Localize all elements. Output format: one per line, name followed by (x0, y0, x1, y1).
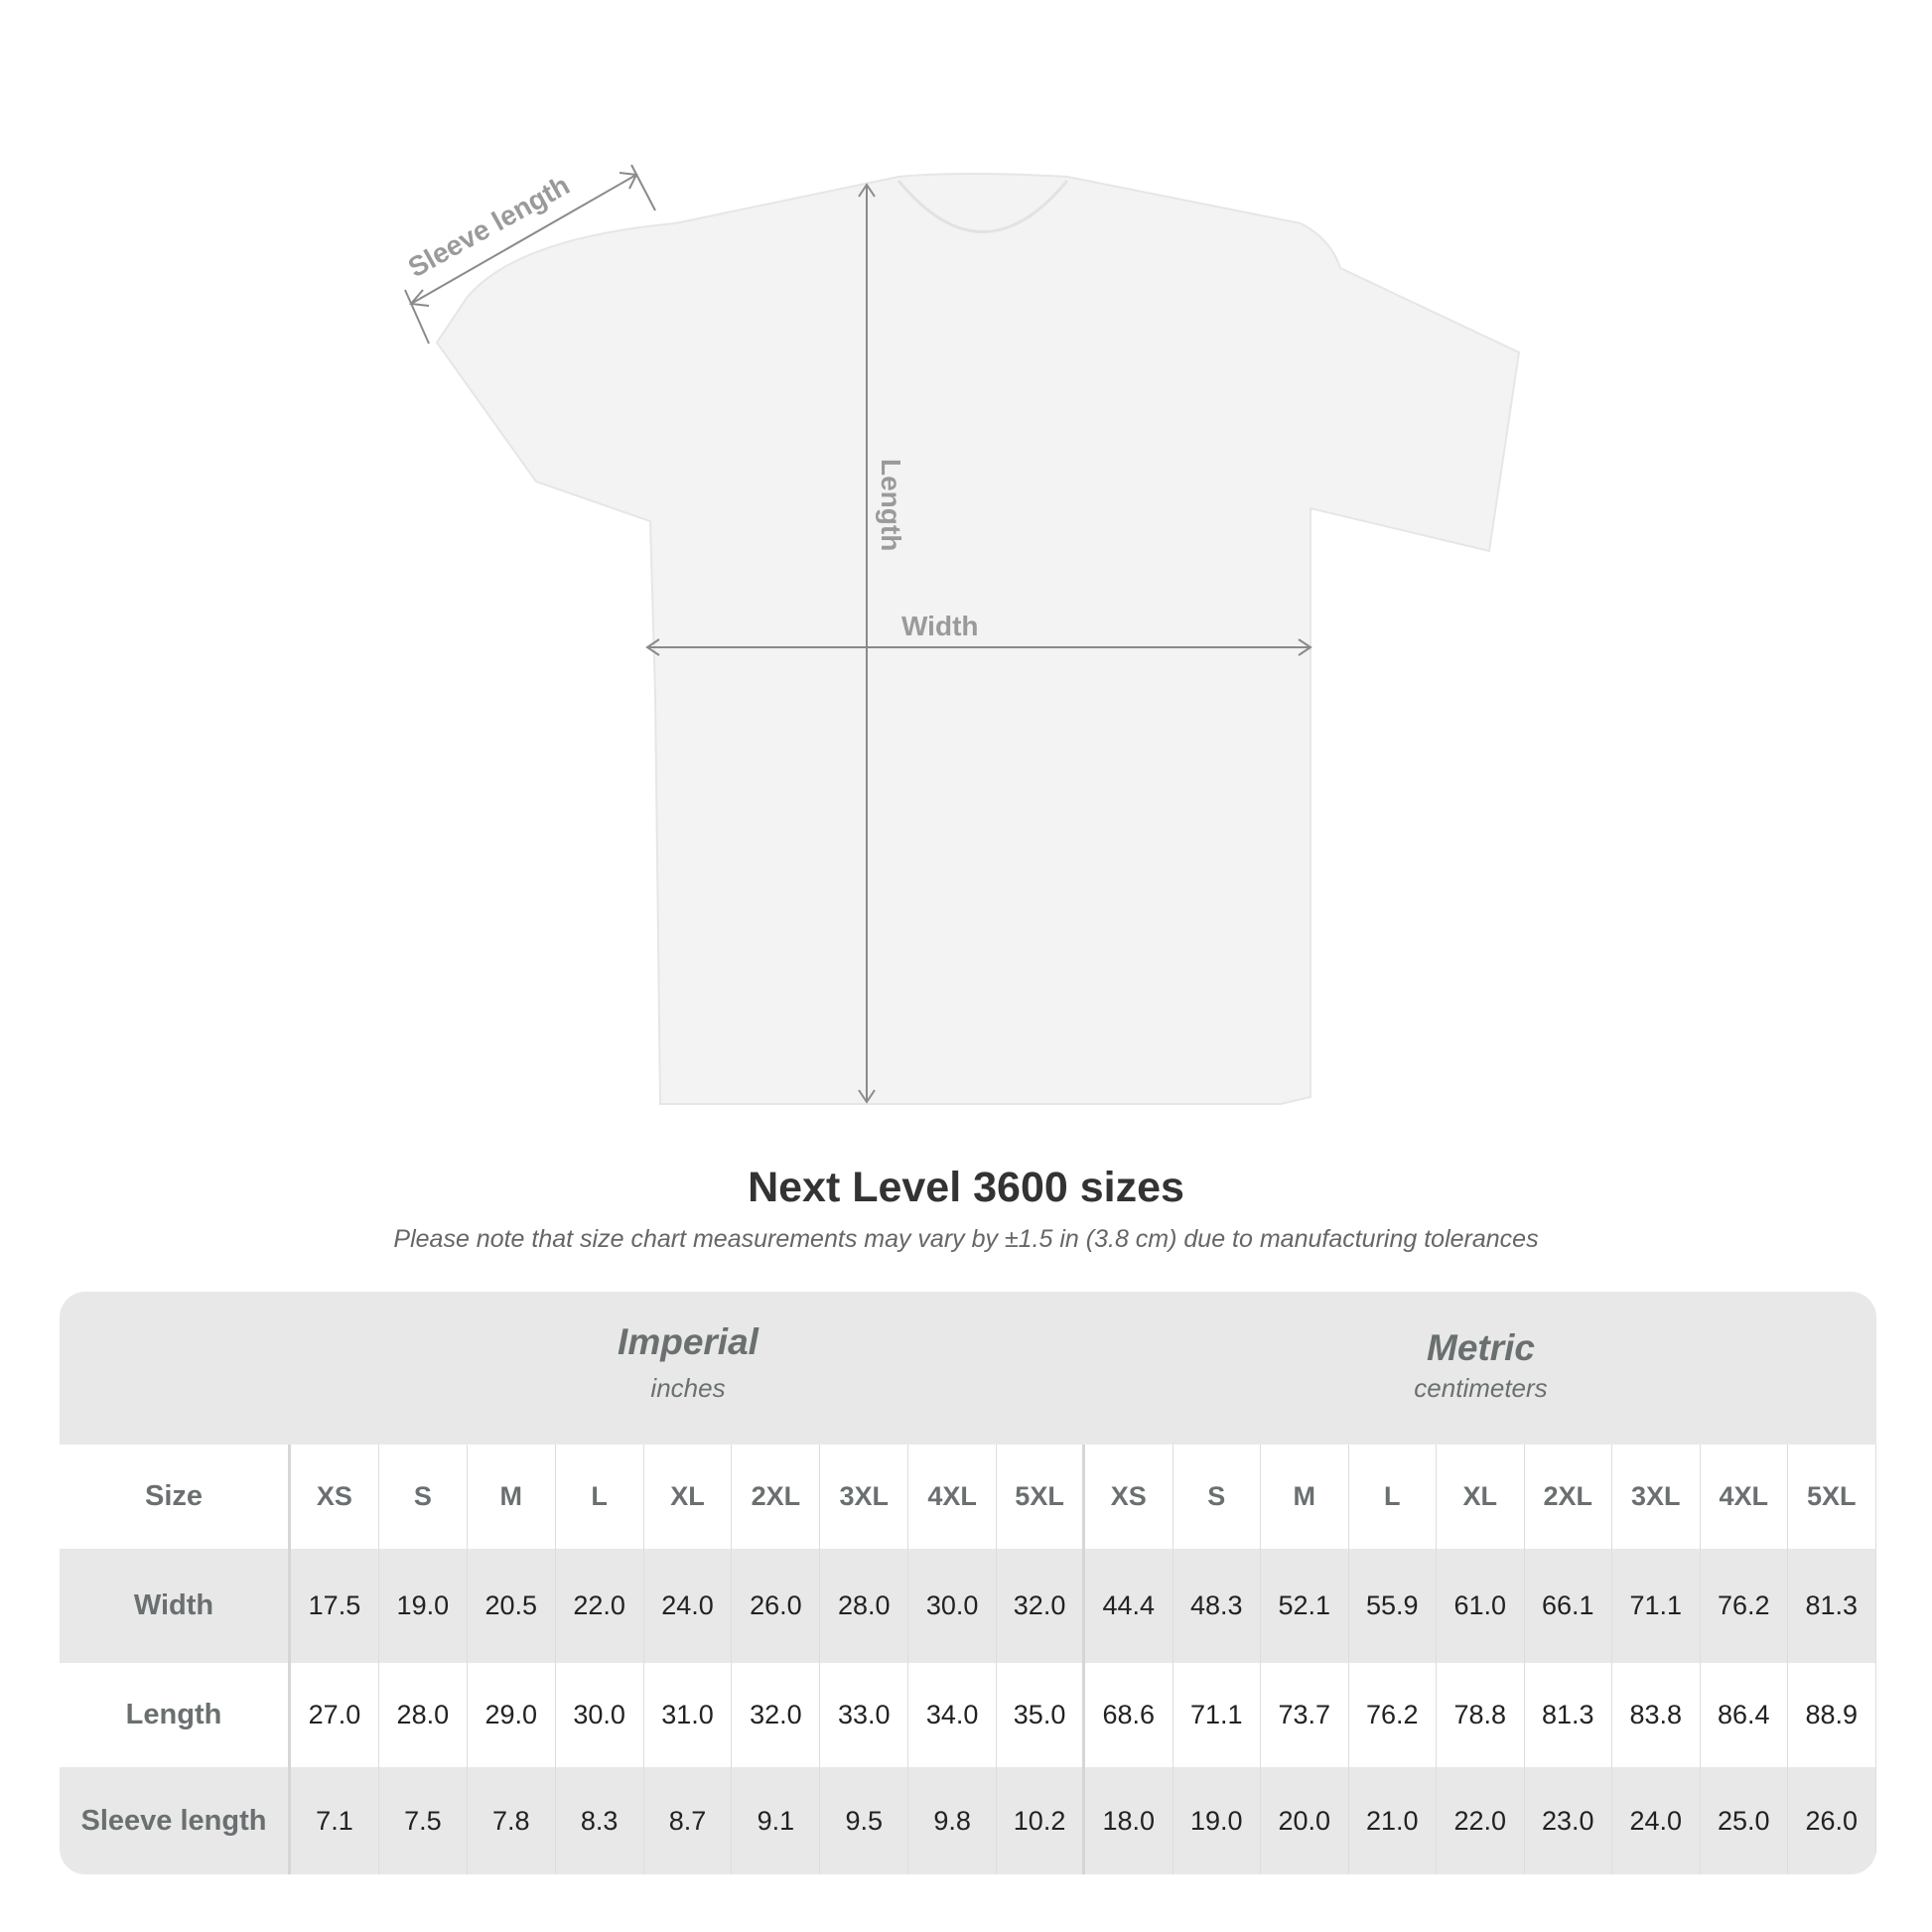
metric-value: 88.9 (1788, 1663, 1876, 1767)
metric-value: 81.3 (1788, 1549, 1876, 1663)
size-header-imperial: 2XL (732, 1445, 821, 1549)
metric-value: 21.0 (1349, 1767, 1438, 1874)
metric-title: Metric (1427, 1327, 1535, 1368)
size-header-imperial: L (556, 1445, 644, 1549)
imperial-value: 32.0 (997, 1549, 1086, 1663)
imperial-value: 26.0 (732, 1549, 821, 1663)
size-header-imperial: S (379, 1445, 468, 1549)
metric-value: 22.0 (1437, 1767, 1525, 1874)
imperial-value: 34.0 (908, 1663, 998, 1767)
size-header-metric: L (1349, 1445, 1438, 1549)
metric-value: 86.4 (1701, 1663, 1789, 1767)
tolerance-note: Please note that size chart measurements… (393, 1225, 1539, 1253)
imperial-value: 28.0 (379, 1663, 468, 1767)
imperial-title: Imperial (618, 1321, 759, 1362)
metric-value: 61.0 (1437, 1549, 1525, 1663)
table-row: Width 17.5 19.0 20.5 22.0 24.0 26.0 28.0 30.0 32.… (60, 1549, 1876, 1663)
metric-value: 76.2 (1701, 1549, 1789, 1663)
imperial-value: 31.0 (644, 1663, 733, 1767)
size-header-metric: XS (1085, 1445, 1173, 1549)
metric-value: 66.1 (1525, 1549, 1613, 1663)
imperial-value: 8.7 (644, 1767, 733, 1874)
size-header-metric: XL (1437, 1445, 1525, 1549)
imperial-value: 27.0 (291, 1663, 379, 1767)
size-header-imperial: 3XL (820, 1445, 909, 1549)
metric-value: 26.0 (1788, 1767, 1876, 1874)
size-header-row: Size XS S M L XL 2XL 3XL 4XL 5XL XS S M L XL 2XL 3XL 4XL 5… (60, 1445, 1876, 1549)
metric-value: 48.3 (1173, 1549, 1262, 1663)
imperial-value: 19.0 (379, 1549, 468, 1663)
size-header-metric: 2XL (1525, 1445, 1613, 1549)
metric-header: Metric centimeters (1085, 1292, 1876, 1480)
imperial-value: 30.0 (908, 1549, 998, 1663)
imperial-value: 30.0 (556, 1663, 644, 1767)
size-header-imperial: 5XL (997, 1445, 1086, 1549)
imperial-value: 9.8 (908, 1767, 998, 1874)
tshirt-diagram: Sleeve length Length Width (403, 164, 1521, 1105)
row-label: Length (60, 1663, 291, 1767)
metric-value: 68.6 (1085, 1663, 1173, 1767)
imperial-value: 17.5 (291, 1549, 379, 1663)
imperial-value: 9.1 (732, 1767, 821, 1874)
size-header-metric: 5XL (1788, 1445, 1876, 1549)
size-header-imperial: 4XL (908, 1445, 998, 1549)
tshirt-shape (435, 173, 1521, 1105)
size-header-imperial: XS (291, 1445, 379, 1549)
metric-value: 71.1 (1612, 1549, 1701, 1663)
size-header-imperial: XL (644, 1445, 733, 1549)
imperial-value: 28.0 (820, 1549, 909, 1663)
metric-value: 20.0 (1261, 1767, 1349, 1874)
row-label: Width (60, 1549, 291, 1663)
imperial-value: 8.3 (556, 1767, 644, 1874)
imperial-value: 22.0 (556, 1549, 644, 1663)
metric-value: 44.4 (1085, 1549, 1173, 1663)
metric-value: 78.8 (1437, 1663, 1525, 1767)
imperial-value: 7.1 (291, 1767, 379, 1874)
page-title: Next Level 3600 sizes (748, 1164, 1184, 1211)
size-header-metric: 4XL (1701, 1445, 1789, 1549)
width-label: Width (901, 611, 979, 641)
table-row: Sleeve length 7.1 7.5 7.8 8.3 8.7 9.1 9.5 9.8 10.… (60, 1767, 1876, 1874)
imperial-value: 20.5 (468, 1549, 556, 1663)
metric-value: 18.0 (1085, 1767, 1173, 1874)
size-table: Imperial inches Metric centimeters Size X… (60, 1292, 1876, 1874)
size-header-metric: S (1173, 1445, 1262, 1549)
imperial-value: 35.0 (997, 1663, 1086, 1767)
metric-value: 25.0 (1701, 1767, 1789, 1874)
metric-value: 73.7 (1261, 1663, 1349, 1767)
metric-value: 55.9 (1349, 1549, 1438, 1663)
imperial-value: 24.0 (644, 1549, 733, 1663)
metric-value: 81.3 (1525, 1663, 1613, 1767)
imperial-value: 32.0 (732, 1663, 821, 1767)
imperial-unit: inches (650, 1373, 726, 1403)
measurement-arrows (404, 164, 1312, 1104)
metric-value: 52.1 (1261, 1549, 1349, 1663)
imperial-value: 10.2 (997, 1767, 1086, 1874)
metric-value: 19.0 (1173, 1767, 1262, 1874)
size-header-imperial: M (468, 1445, 556, 1549)
metric-unit: centimeters (1414, 1373, 1548, 1403)
metric-value: 24.0 (1612, 1767, 1701, 1874)
metric-value: 71.1 (1173, 1663, 1262, 1767)
table-row: Length 27.0 28.0 29.0 30.0 31.0 32.0 33.0 34.0 35… (60, 1663, 1876, 1767)
imperial-value: 7.8 (468, 1767, 556, 1874)
metric-value: 83.8 (1612, 1663, 1701, 1767)
row-label: Size (60, 1445, 291, 1549)
imperial-value: 7.5 (379, 1767, 468, 1874)
size-header-metric: 3XL (1612, 1445, 1701, 1549)
metric-value: 76.2 (1349, 1663, 1438, 1767)
row-label: Sleeve length (60, 1767, 291, 1874)
imperial-value: 33.0 (820, 1663, 909, 1767)
size-header-metric: M (1261, 1445, 1349, 1549)
imperial-value: 29.0 (468, 1663, 556, 1767)
length-label: Length (876, 459, 906, 551)
imperial-value: 9.5 (820, 1767, 909, 1874)
metric-value: 23.0 (1525, 1767, 1613, 1874)
imperial-header: Imperial inches (291, 1292, 1085, 1474)
